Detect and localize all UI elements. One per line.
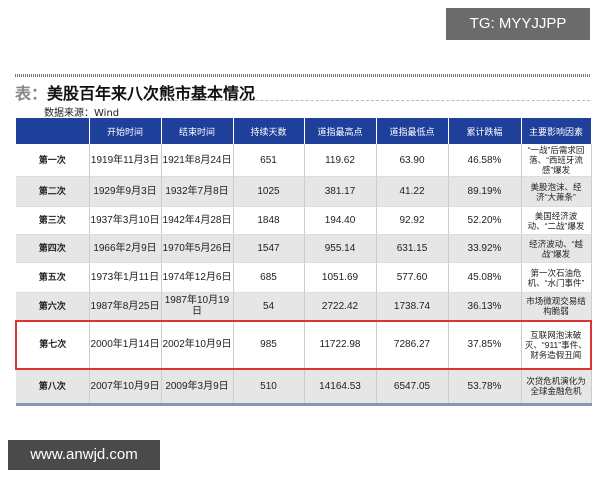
table-cell: 1942年4月28日	[161, 206, 234, 235]
table-cell: 11722.98	[304, 319, 377, 370]
table-row: 第一次 1919年11月3日 1921年8月24日 651 119.62 63.90 46.…	[16, 144, 592, 177]
column-header: 开始时间	[89, 118, 162, 144]
tg-watermark: TG: MYYJJPP	[446, 8, 590, 40]
table-cell: 2002年10月9日	[161, 319, 234, 370]
table-header: 开始时间 结束时间 持续天数 道指最高点 道指最低点 累计跌幅 主要影响因素	[16, 118, 592, 144]
table-cell: 市场微观交易结构脆弱	[521, 292, 592, 321]
table-cell: 1932年7月8日	[161, 176, 234, 207]
table-cell: 36.13%	[448, 292, 522, 321]
table-cell: 92.92	[376, 206, 449, 235]
table-cell: 第六次	[16, 292, 90, 321]
table-cell: 第八次	[16, 368, 90, 406]
table-cell: 1987年10月19日	[161, 292, 234, 321]
table-cell: 1921年8月24日	[161, 144, 234, 177]
table-cell: 1738.74	[376, 292, 449, 321]
table-cell: 955.14	[304, 234, 377, 263]
column-header: 持续天数	[233, 118, 305, 144]
table-cell: 美股泡沫、经济“大萧条”	[521, 176, 592, 207]
table-cell: 194.40	[304, 206, 377, 235]
table-row: 第四次 1966年2月9日 1970年5月26日 1547 955.14 631.15 33…	[16, 234, 592, 263]
table-cell: 第一次石油危机、“水门事件”	[521, 262, 592, 293]
table-cell: 1051.69	[304, 262, 377, 293]
table-row: 第二次 1929年9月3日 1932年7月8日 1025 381.17 41.22 89.1…	[16, 176, 592, 207]
title-divider	[170, 100, 590, 101]
table-cell: 119.62	[304, 144, 377, 177]
table-row: 第六次 1987年8月25日 1987年10月19日 54 2722.42 1738.74…	[16, 292, 592, 321]
table-cell: 第四次	[16, 234, 90, 263]
table-cell: 54	[233, 292, 305, 321]
table-cell: 52.20%	[448, 206, 522, 235]
table-cell: 1929年9月3日	[89, 176, 162, 207]
table-cell: 63.90	[376, 144, 449, 177]
table-cell: 45.08%	[448, 262, 522, 293]
table-cell: 互联网泡沫破灭、“911”事件、财务造假丑闻	[521, 319, 592, 370]
table-cell: 经济波动、“越战”爆发	[521, 234, 592, 263]
table-cell: 631.15	[376, 234, 449, 263]
table-cell: 第三次	[16, 206, 90, 235]
table-cell: “一战”后需求回落、“西班牙流感”爆发	[521, 144, 592, 177]
table-cell: 2009年3月9日	[161, 368, 234, 406]
table-row: 第三次 1937年3月10日 1942年4月28日 1848 194.40 92.92 52…	[16, 206, 592, 235]
table-cell: 2722.42	[304, 292, 377, 321]
table-cell: 第二次	[16, 176, 90, 207]
column-header	[16, 118, 90, 144]
table-cell: 1919年11月3日	[89, 144, 162, 177]
table-cell: 1966年2月9日	[89, 234, 162, 263]
table-cell: 41.22	[376, 176, 449, 207]
title-prefix: 表：	[15, 84, 48, 103]
column-header: 累计跌幅	[448, 118, 522, 144]
table-cell: 第七次	[15, 319, 90, 370]
table-cell: 381.17	[304, 176, 377, 207]
table-cell: 1973年1月11日	[89, 262, 162, 293]
site-watermark: www.anwjd.com	[8, 440, 160, 470]
table-cell: 第一次	[16, 144, 90, 177]
table-cell: 6547.05	[376, 368, 449, 406]
table-cell: 2000年1月14日	[89, 319, 162, 370]
page-title: 表：美股百年来八次熊市基本情况	[15, 80, 255, 104]
table-row: 第八次 2007年10月9日 2009年3月9日 510 14164.53 6547.05…	[16, 368, 592, 406]
table-cell: 2007年10月9日	[89, 368, 162, 406]
table-cell: 1987年8月25日	[89, 292, 162, 321]
top-rule	[15, 74, 590, 77]
table-cell: 33.92%	[448, 234, 522, 263]
title-text: 美股百年来八次熊市基本情况	[47, 84, 256, 103]
column-header: 道指最低点	[376, 118, 449, 144]
table-cell: 第五次	[16, 262, 90, 293]
table-cell: 美国经济波动、“二战”爆发	[521, 206, 592, 235]
table-cell: 37.85%	[448, 319, 522, 370]
table-cell: 14164.53	[304, 368, 377, 406]
column-header: 结束时间	[161, 118, 234, 144]
table-cell: 1025	[233, 176, 305, 207]
table-cell: 510	[233, 368, 305, 406]
table-row: 第七次 2000年1月14日 2002年10月9日 985 11722.98 7286.2…	[15, 319, 592, 370]
table-cell: 1974年12月6日	[161, 262, 234, 293]
table-cell: 985	[233, 319, 305, 370]
table-cell: 685	[233, 262, 305, 293]
table-cell: 1848	[233, 206, 305, 235]
table-cell: 1547	[233, 234, 305, 263]
table-cell: 53.78%	[448, 368, 522, 406]
table-cell: 1970年5月26日	[161, 234, 234, 263]
table-cell: 次贷危机演化为全球金融危机	[521, 368, 592, 406]
bear-market-table: 开始时间 结束时间 持续天数 道指最高点 道指最低点 累计跌幅 主要影响因素 第一次 1919…	[15, 118, 592, 406]
column-header: 道指最高点	[304, 118, 377, 144]
table-cell: 577.60	[376, 262, 449, 293]
column-header: 主要影响因素	[521, 118, 592, 144]
table-cell: 89.19%	[448, 176, 522, 207]
table-cell: 1937年3月10日	[89, 206, 162, 235]
table-cell: 651	[233, 144, 305, 177]
table-cell: 46.58%	[448, 144, 522, 177]
table-cell: 7286.27	[376, 319, 449, 370]
table-row: 第五次 1973年1月11日 1974年12月6日 685 1051.69 577.60 4…	[16, 262, 592, 293]
data-source: 数据来源：Wind	[44, 108, 120, 119]
